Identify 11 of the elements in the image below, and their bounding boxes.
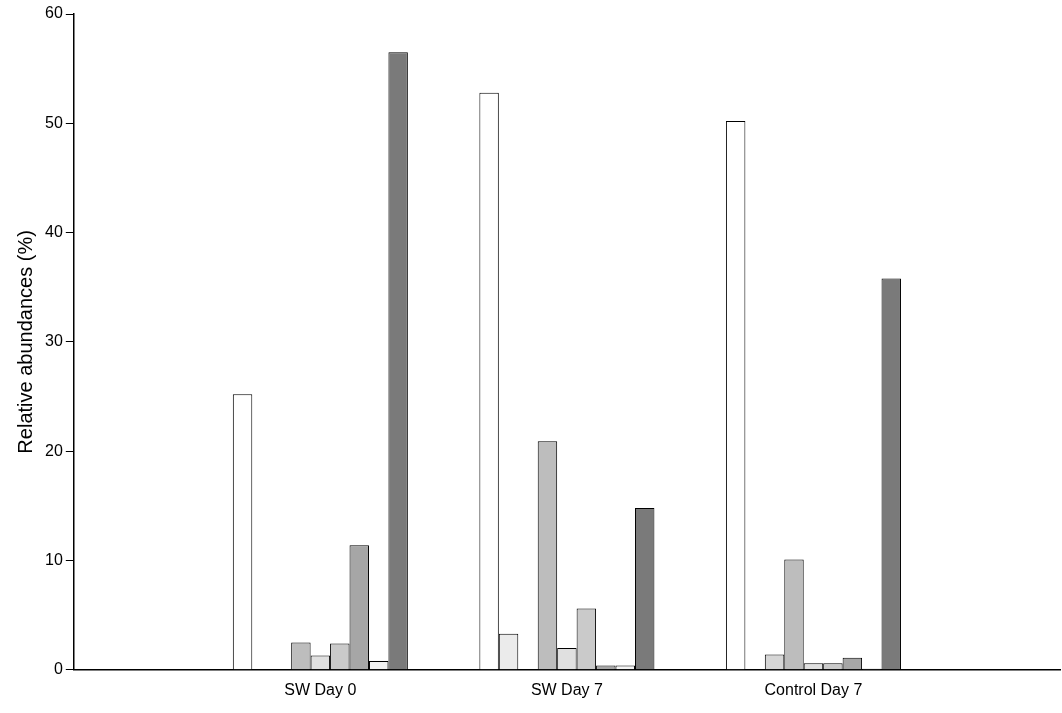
x-tick-label: SW Day 7 <box>530 680 604 698</box>
y-tick-label: 0 <box>53 660 63 678</box>
y-tick-label: 60 <box>45 4 63 22</box>
x-tick-label: SW Day 0 <box>284 680 357 698</box>
x-tick-label: Control Day 7 <box>764 680 863 698</box>
y-tick-label: 50 <box>45 113 63 131</box>
y-tick-label: 30 <box>45 332 63 350</box>
y-axis-title: Relative abundances (%) <box>13 230 36 454</box>
y-tick-label: 40 <box>45 223 63 241</box>
y-tick-label: 20 <box>45 441 63 459</box>
y-tick-label: 10 <box>45 550 63 568</box>
